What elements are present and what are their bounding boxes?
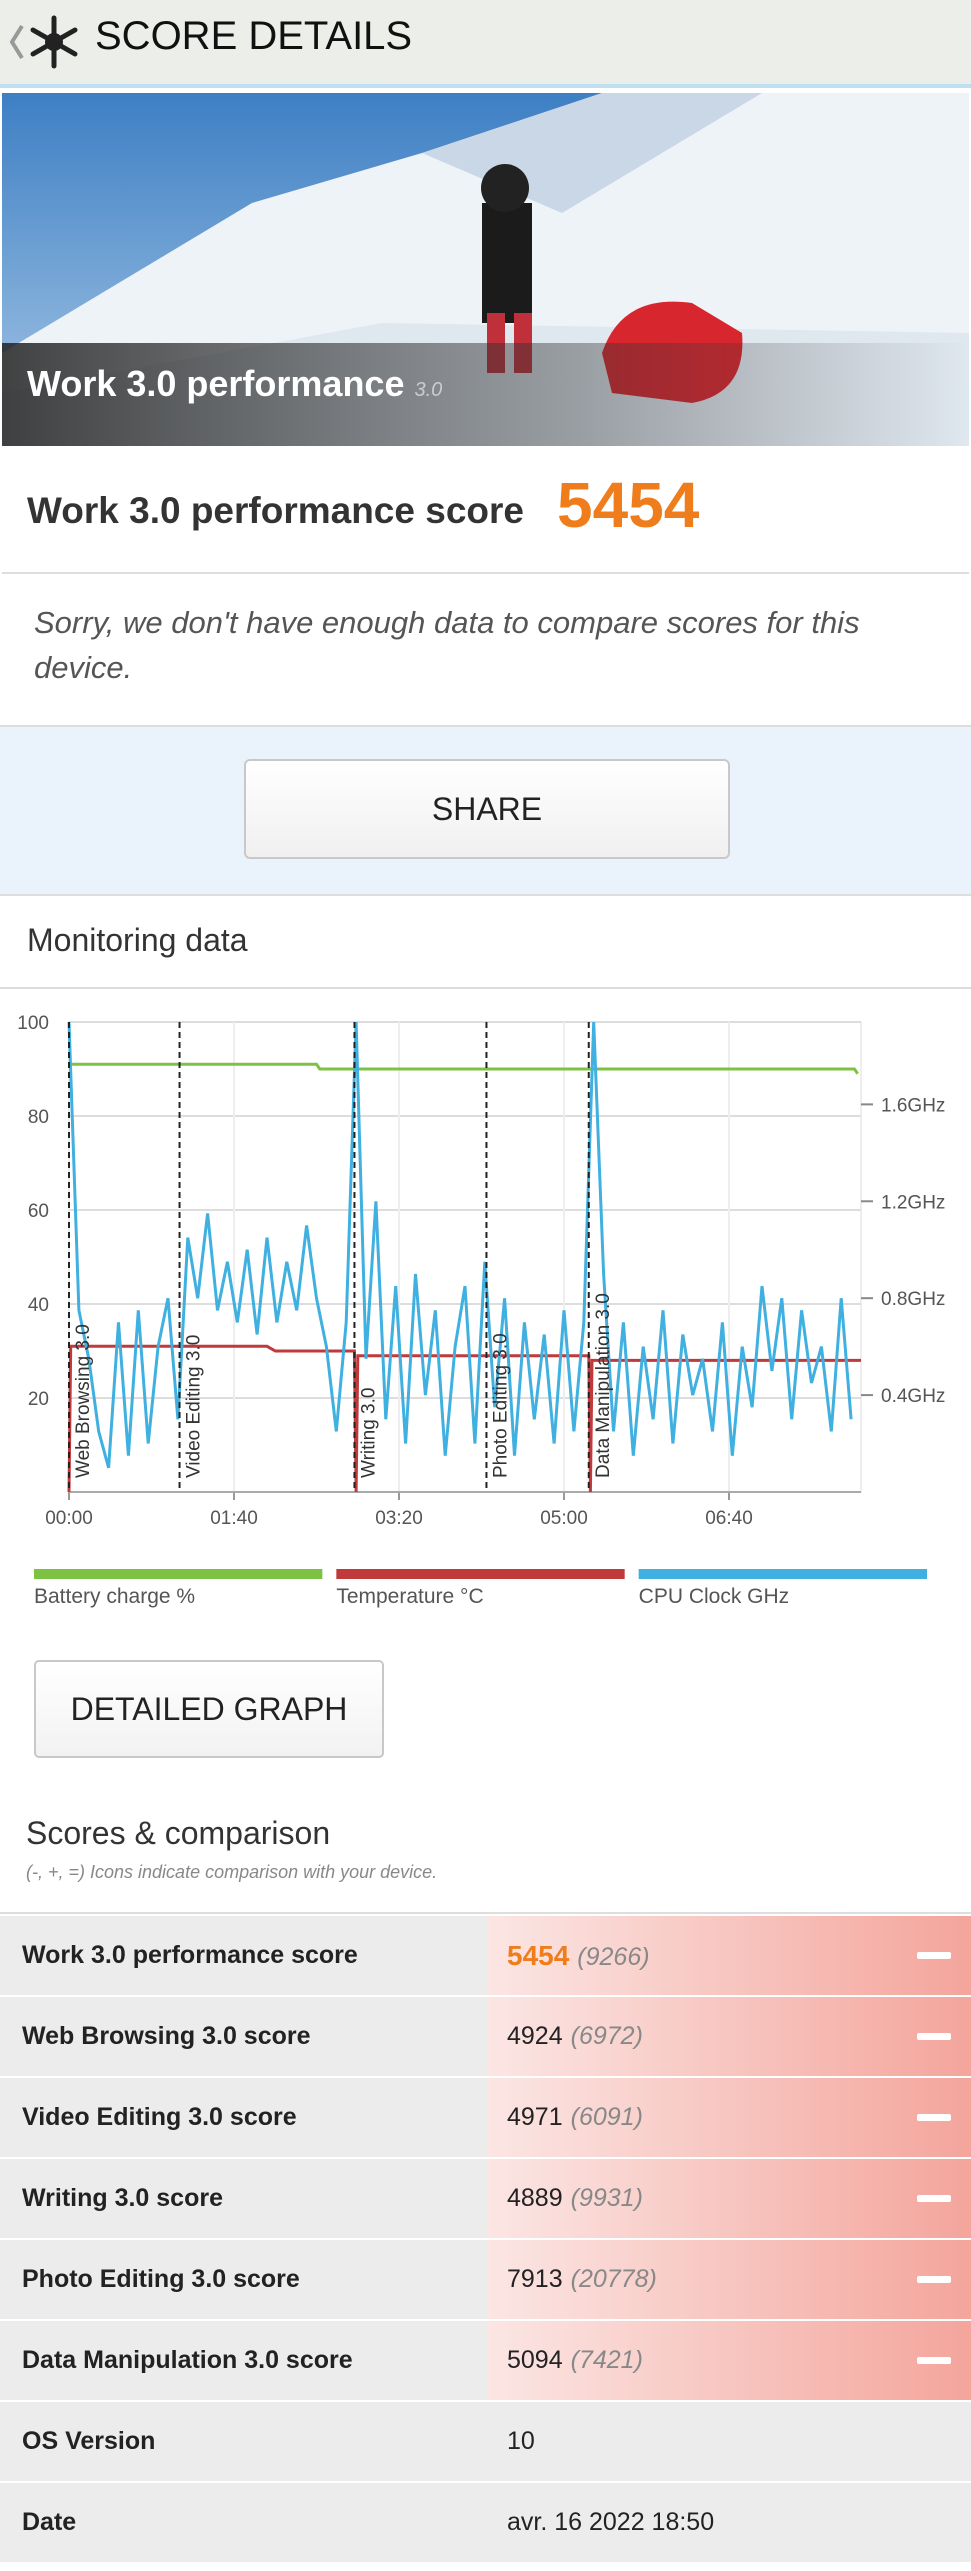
comparison-subtitle: (-, +, =) Icons indicate comparison with… [26,1862,438,1882]
x-tick-label: 03:20 [375,1508,423,1529]
legend-swatch [336,1569,625,1579]
series-line [67,1021,853,1469]
row-label: Web Browsing 3.0 score [22,2022,311,2050]
row-reference: (7421) [570,2346,643,2374]
row-label: Writing 3.0 score [22,2184,223,2212]
row-value: 10 [507,2427,535,2455]
share-button[interactable]: SHARE [244,759,730,859]
segment-label: Photo Editing 3.0 [490,1333,511,1478]
monitoring-chart: 20 40 60 80 100 00:00 01:40 03:20 05:00 06:40 0.4G… [17,1013,945,1608]
back-logo[interactable] [6,14,86,70]
score-row: Work 3.0 performance score 5454 (9266) [0,1916,971,1995]
series-line [67,1344,861,1493]
row-score: 5094 (7421) [487,2321,971,2400]
segment-label: Video Editing 3.0 [184,1335,205,1478]
y2-tick-label: 0.8GHz [881,1289,945,1310]
top-bar: SCORE DETAILS [0,0,971,88]
hero-title-text: Work 3.0 performance [27,363,405,404]
legend-label: Temperature °C [336,1585,483,1608]
x-tick-label: 06:40 [705,1508,753,1529]
comparison-table: Work 3.0 performance score 5454 (9266) Web … [0,1912,971,2571]
row-score: 4971 (6091) [487,2078,971,2157]
row-score-value: 4971 [507,2103,563,2131]
score-value: 5454 [557,469,700,541]
monitoring-header: Monitoring data [0,894,971,989]
detailed-button[interactable]: DETAILED GRAPH [34,1660,384,1758]
row-label: Photo Editing 3.0 score [22,2265,300,2293]
y-tick-label: 60 [28,1201,49,1222]
row-score-value: 5454 [507,1940,570,1971]
row-score-value: 7913 [507,2265,563,2293]
y2-tick-label: 1.6GHz [881,1095,945,1116]
legend-swatch [34,1569,323,1579]
minus-icon [917,2276,951,2283]
row-label: Data Manipulation 3.0 score [22,2346,353,2374]
segment-label: Web Browsing 3.0 [73,1324,94,1478]
y-tick-label: 20 [28,1389,49,1410]
row-reference: (6972) [570,2022,643,2050]
row-score: 4889 (9931) [487,2159,971,2238]
row-score-value: 4889 [507,2184,563,2212]
row-reference: (9931) [570,2184,643,2212]
info-row: OS Version 10 [0,2402,971,2481]
y-tick-label: 80 [28,1107,49,1128]
series-line [69,1062,859,1075]
score-row: Data Manipulation 3.0 score 5094 (7421) [0,2321,971,2400]
segment-label: Writing 3.0 [358,1388,379,1478]
minus-icon [917,2114,951,2121]
x-tick-label: 05:00 [540,1508,588,1529]
row-reference: (9266) [577,1943,650,1971]
minus-icon [917,1952,951,1959]
row-score: 5454 (9266) [487,1916,971,1995]
x-tick-label: 01:40 [210,1508,258,1529]
row-value: avr. 16 2022 18:50 [507,2508,715,2536]
score-row: Writing 3.0 score 4889 (9931) [0,2159,971,2238]
comparison-title: Scores & comparison [26,1815,331,1851]
row-score: 7913 (20778) [487,2240,971,2319]
x-tick-label: 00:00 [45,1508,93,1529]
row-reference: (20778) [570,2265,657,2293]
y2-tick-label: 1.2GHz [881,1192,945,1213]
page-title: SCORE DETAILS [95,14,413,58]
score-row: Video Editing 3.0 score 4971 (6091) [0,2078,971,2157]
hero-version: 3.0 [414,379,443,401]
legend-swatch [638,1569,927,1579]
score-box: Work 3.0 performance score 5454 [2,446,969,574]
row-label: Date [22,2508,77,2536]
notice: Sorry, we don't have enough data to comp… [34,605,860,685]
row-label: Video Editing 3.0 score [22,2103,297,2131]
score-row: Photo Editing 3.0 score 7913 (20778) [0,2240,971,2319]
y-tick-label: 100 [17,1013,49,1034]
row-score: 4924 (6972) [487,1997,971,2076]
y-tick-label: 40 [28,1295,49,1316]
row-reference: (6091) [570,2103,643,2131]
row-score-value: 4924 [507,2022,563,2050]
score-label: Work 3.0 performance score [27,490,524,531]
segment-label: Data Manipulation 3.0 [593,1293,614,1478]
hero-image [2,93,969,446]
score-row: Web Browsing 3.0 score 4924 (6972) [0,1997,971,2076]
legend-label: Battery charge % [34,1585,195,1608]
row-label: OS Version [22,2427,156,2455]
monitoring-title: Monitoring data [27,922,248,958]
minus-icon [917,2033,951,2040]
legend-label: CPU Clock GHz [639,1585,790,1608]
minus-icon [917,2357,951,2364]
minus-icon [917,2195,951,2202]
row-score-value: 5094 [507,2346,563,2374]
row-label: Work 3.0 performance score [22,1941,358,1969]
hero-title: Work 3.0 performance 3.0 [27,363,442,405]
y2-tick-label: 0.4GHz [881,1386,945,1407]
hero: Work 3.0 performance 3.0 [2,93,969,446]
info-row: Date avr. 16 2022 18:50 [0,2483,971,2562]
